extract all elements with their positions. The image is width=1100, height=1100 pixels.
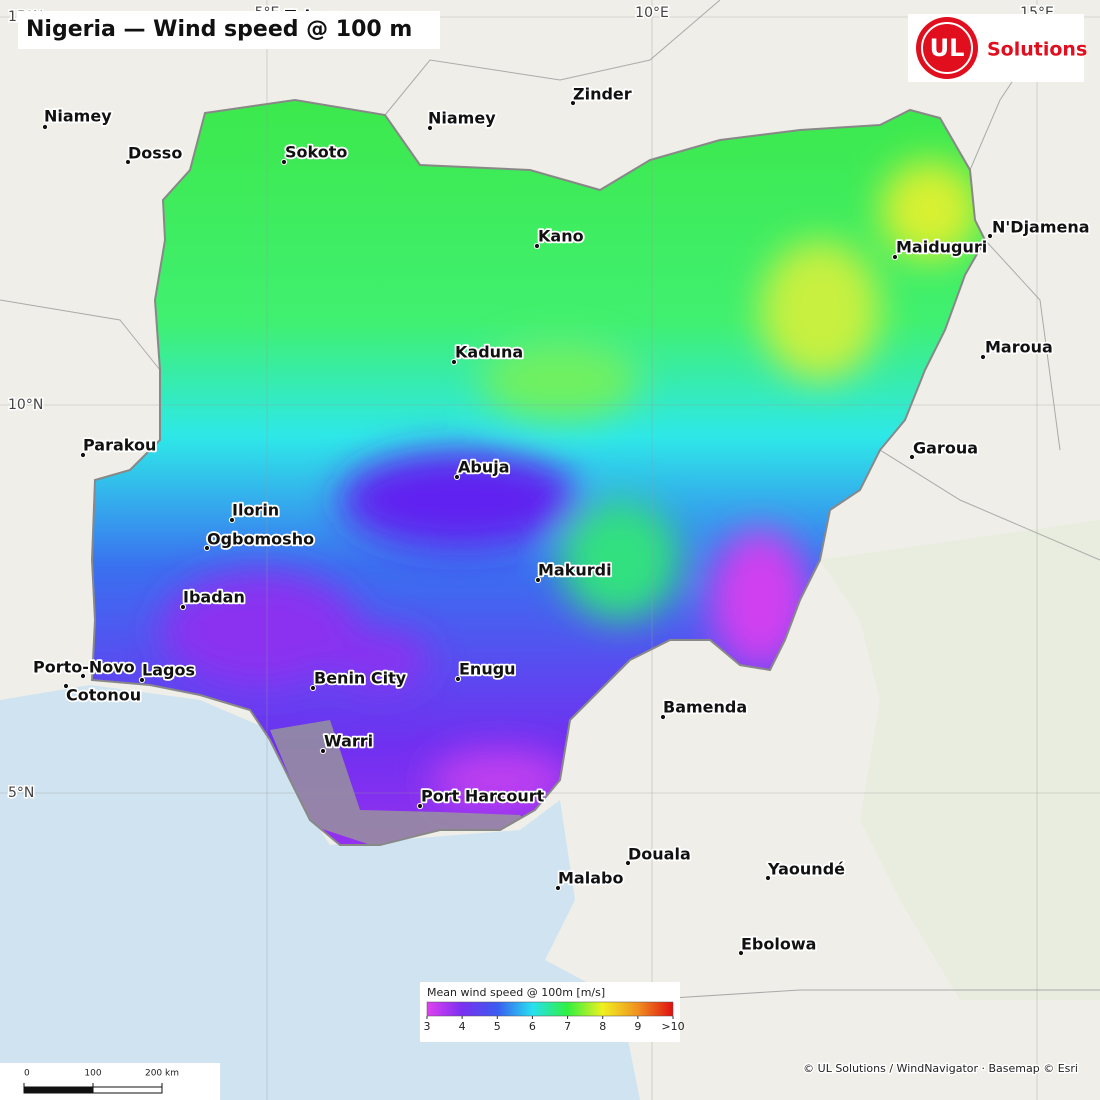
city-label: Porto-Novo (33, 658, 135, 677)
legend-tick-label: 4 (459, 1020, 466, 1033)
logo-ring (921, 22, 973, 74)
city-label: Kaduna (455, 343, 523, 362)
city-dot (416, 802, 424, 810)
city-dot (319, 747, 327, 755)
logo-mark: UL (930, 34, 965, 62)
scale-label: 200 km (145, 1069, 179, 1079)
lat-label: 5°N (8, 785, 34, 801)
city-dot (280, 158, 288, 166)
city-label: Makurdi (538, 561, 612, 580)
logo-text: Solutions (987, 39, 1087, 61)
city-label: Maiduguri (896, 238, 987, 257)
city-dot (891, 253, 899, 261)
city-dot (764, 874, 772, 882)
city-label: N'Djamena (992, 218, 1090, 237)
scale-bar: 0 100 200 km (23, 1069, 179, 1094)
city-label: Abuja (458, 458, 510, 477)
city-label: Garoua (913, 439, 978, 458)
forest (820, 520, 1100, 1000)
city-dot (454, 675, 462, 683)
city-label: Benin City (314, 669, 407, 688)
city-dot (124, 158, 132, 166)
city-dot (979, 353, 987, 361)
legend-title: Mean wind speed @ 100m [m/s] (427, 986, 605, 999)
city-dot (138, 676, 146, 684)
city-label: Ogbomosho (207, 530, 314, 549)
city-label: Cotonou (66, 686, 141, 705)
city-dot (569, 99, 577, 107)
city-dot (534, 576, 542, 584)
no-data (270, 720, 530, 845)
city-label: Maroua (985, 338, 1053, 357)
city-label: Yaoundé (767, 860, 845, 879)
legend-tick-label: >10 (661, 1020, 684, 1033)
legend-tick-label: 3 (424, 1020, 431, 1033)
city-dot (908, 453, 916, 461)
colorbar (426, 1001, 674, 1017)
city-dot (79, 672, 87, 680)
scale-label: 100 (84, 1069, 101, 1079)
city-dot (453, 473, 461, 481)
legend: 3 4 5 6 7 8 9 >10 (424, 1001, 685, 1033)
city-label: Douala (628, 845, 691, 864)
legend-tick-label: 5 (494, 1020, 501, 1033)
city-dot (554, 884, 562, 892)
logo-circle (916, 17, 978, 79)
city-label: Ilorin (232, 501, 279, 520)
city-label: Enugu (459, 660, 516, 679)
city-dot (179, 603, 187, 611)
city-label: Sokoto (285, 143, 347, 162)
city-label: Ibadan (183, 588, 245, 607)
legend-tick-label: 6 (529, 1020, 536, 1033)
city-dot (737, 949, 745, 957)
city-label: Lagos (142, 661, 195, 680)
title: Nigeria — Wind speed @ 100 m (26, 17, 412, 42)
legend-tick-label: 7 (564, 1020, 571, 1033)
city-label: Niamey (44, 107, 112, 126)
title-box (18, 11, 440, 49)
city-dot (624, 859, 632, 867)
city-label: Bamenda (663, 698, 747, 717)
city-dot (450, 358, 458, 366)
city-label: Port Harcourt (421, 787, 545, 806)
city-label: Parakou (83, 436, 156, 455)
lat-label: 10°N (8, 397, 43, 413)
city-dot (659, 713, 667, 721)
city-dot (41, 123, 49, 131)
attribution: © UL Solutions / WindNavigator · Basemap… (803, 1062, 1078, 1075)
city-label: Niamey (428, 109, 496, 128)
scale-box (0, 1063, 220, 1100)
city-dot (533, 242, 541, 250)
city-dot (79, 451, 87, 459)
scale-label: 0 (24, 1069, 30, 1079)
city-dot (426, 124, 434, 132)
city-label: Dosso (128, 144, 182, 163)
city-label: Kano (538, 227, 584, 246)
city-dot (309, 684, 317, 692)
city-label: Zinder (573, 85, 632, 104)
city-dot (203, 544, 211, 552)
legend-tick-label: 8 (599, 1020, 606, 1033)
city-dot (986, 232, 994, 240)
city-label: Warri (324, 732, 373, 751)
lon-label: 10°E (635, 5, 669, 21)
city-dot (62, 682, 70, 690)
wind-blobs (160, 160, 980, 810)
city-dot (228, 516, 236, 524)
legend-tick-label: 9 (634, 1020, 641, 1033)
city-label: Ebolowa (741, 935, 816, 954)
scale-bar-black (24, 1087, 93, 1093)
city-label: Malabo (558, 869, 623, 888)
